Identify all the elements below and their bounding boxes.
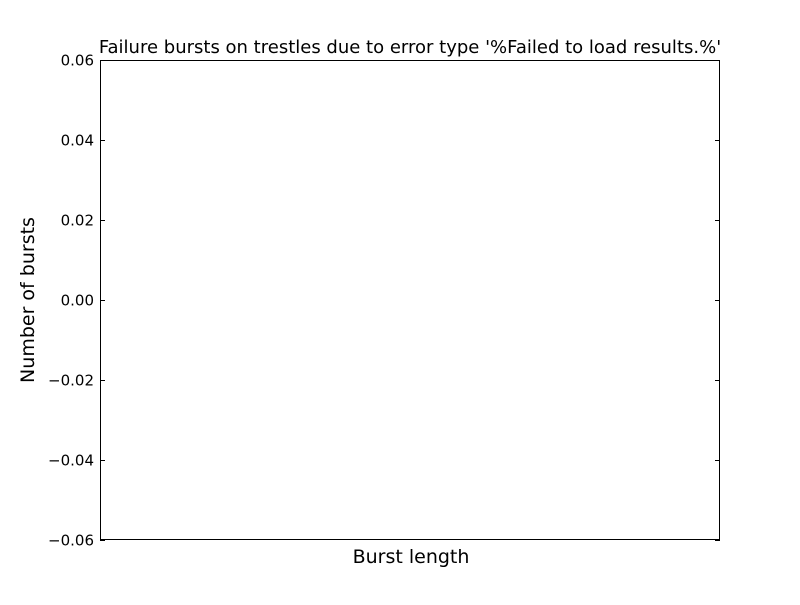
y-tick-label: −0.04 [48, 452, 94, 470]
y-axis-label: Number of bursts [17, 217, 39, 383]
x-axis-label: Burst length [353, 546, 470, 568]
y-tick-label: −0.06 [48, 532, 94, 550]
y-tick-label: 0.02 [61, 212, 94, 230]
y-axis-ticks: 0.06 0.04 0.02 0.00 −0.02 −0.04 −0.06 [48, 52, 720, 550]
y-tick-label: 0.00 [61, 292, 94, 310]
y-tick-label: −0.02 [48, 372, 94, 390]
y-tick-label: 0.06 [61, 52, 94, 70]
y-tick-label: 0.04 [61, 132, 94, 150]
chart-title: Failure bursts on trestles due to error … [99, 37, 721, 58]
